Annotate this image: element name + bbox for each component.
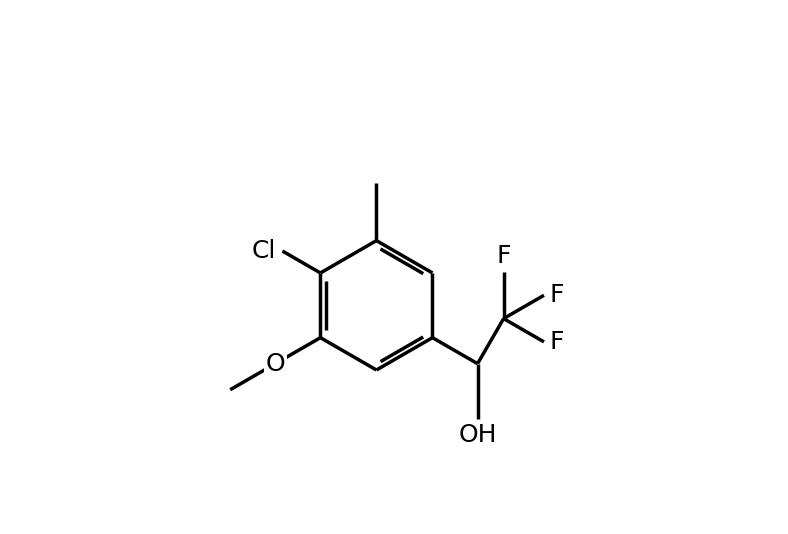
Text: F: F: [549, 330, 564, 354]
Text: OH: OH: [459, 423, 496, 447]
Text: F: F: [496, 244, 511, 268]
Text: Cl: Cl: [251, 239, 276, 263]
Text: O: O: [266, 352, 285, 376]
Text: F: F: [549, 284, 564, 307]
